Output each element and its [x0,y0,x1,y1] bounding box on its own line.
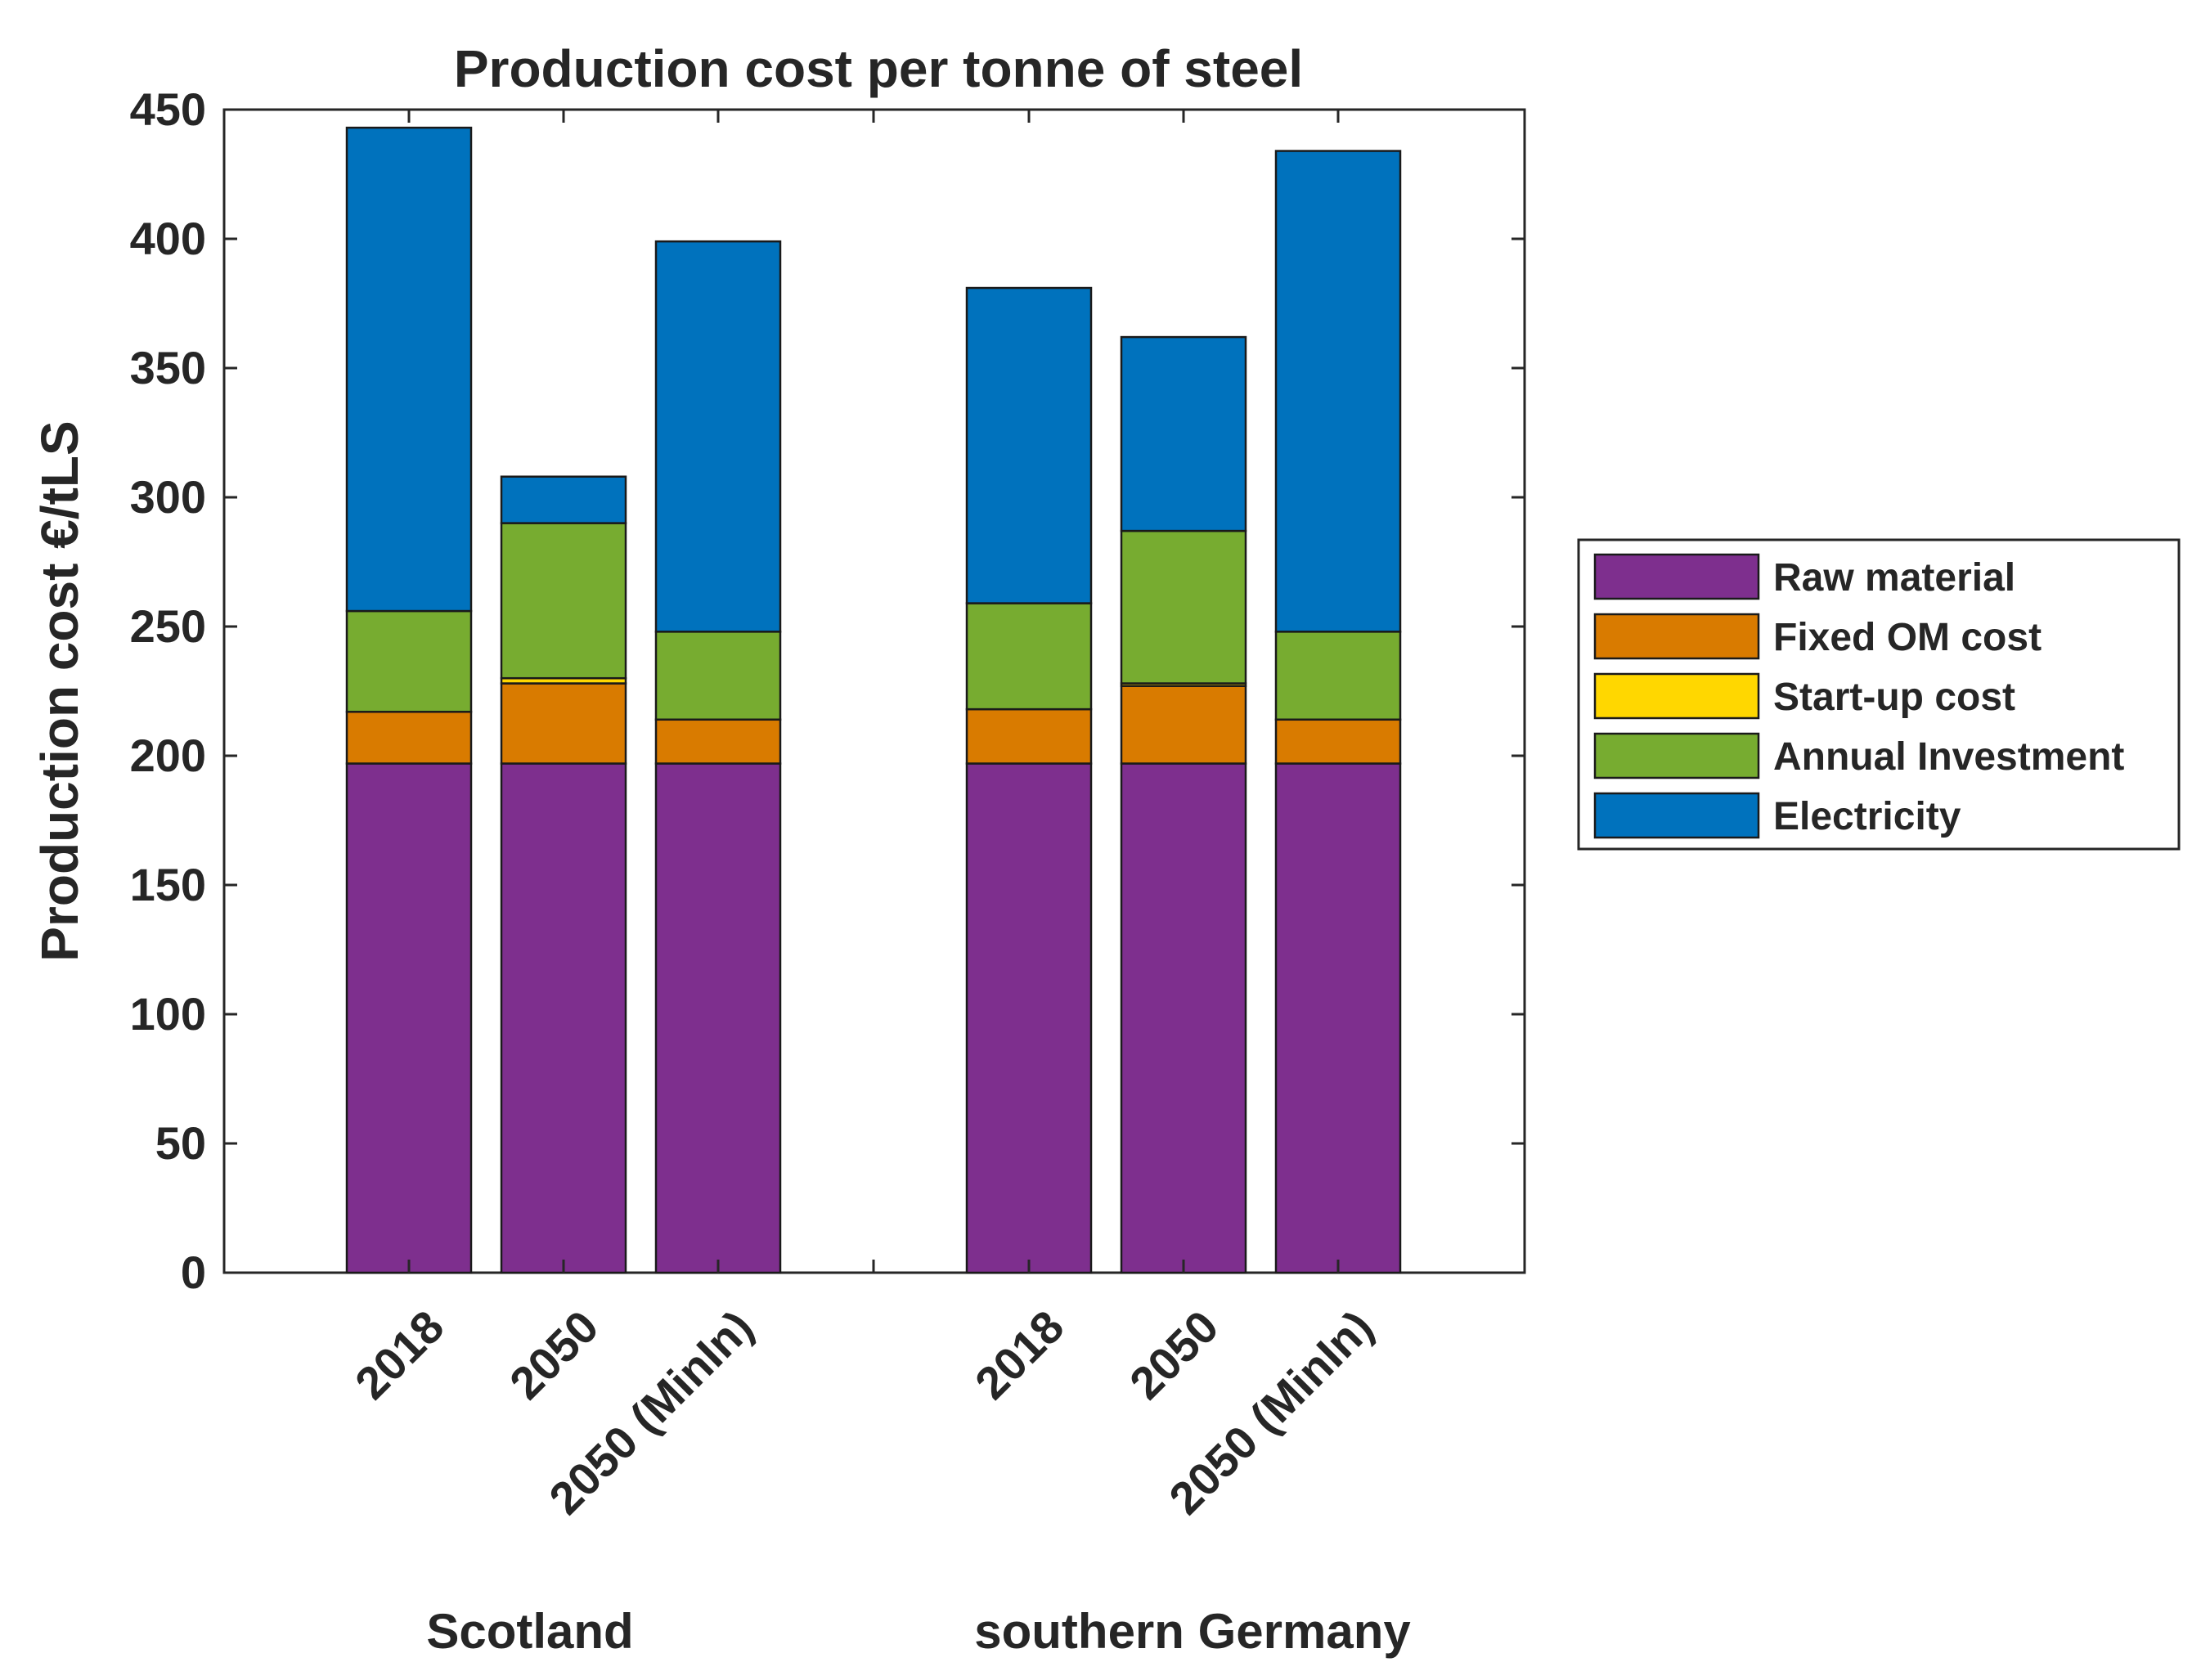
bar-segment-fixed-om-cost-5 [1120,685,1247,765]
bar-segment-electricity-5 [1120,335,1247,532]
legend-swatch-electricity [1593,792,1760,839]
x-tick-label-2: 2050 [500,1300,609,1409]
y-tick-label-0: 0 [181,1247,206,1298]
bar-segment-annual-investment-6 [1274,631,1402,721]
y-tick-label-300: 300 [130,471,206,523]
chart-title: Production cost per tonne of steel [454,39,1303,98]
bar-segment-electricity-2 [500,475,627,524]
y-tick-label-350: 350 [130,342,206,393]
group-label-scotland: Scotland [426,1604,633,1659]
bar-segment-annual-investment-3 [654,631,782,721]
bar-segment-electricity-3 [654,240,782,633]
bar-segment-annual-investment-2 [500,522,627,680]
bar-segment-fixed-om-cost-1 [345,711,473,765]
legend-label-electricity: Electricity [1773,795,1961,838]
legend-label-fixed-om-cost: Fixed OM cost [1773,616,2042,659]
y-tick-label-450: 450 [130,83,206,135]
x-tick-label-1: 2018 [345,1300,454,1409]
x-tick-label-5: 2050 [1120,1300,1229,1409]
bar-segment-electricity-4 [965,286,1093,604]
bar-segment-raw-material-3 [654,762,782,1274]
bar-segment-electricity-1 [345,126,473,613]
bar-segment-raw-material-5 [1120,762,1247,1274]
bar-segment-fixed-om-cost-6 [1274,718,1402,765]
legend-label-start-up-cost: Start-up cost [1773,676,2015,719]
bar-segment-raw-material-6 [1274,762,1402,1274]
y-tick-label-50: 50 [155,1117,206,1169]
legend-label-raw-material: Raw material [1773,556,2015,600]
legend-swatch-raw-material [1593,553,1760,600]
bar-segment-raw-material-1 [345,762,473,1274]
bar-segment-raw-material-2 [500,762,627,1274]
bar-segment-fixed-om-cost-4 [965,707,1093,765]
y-tick-label-100: 100 [130,988,206,1040]
bar-segment-raw-material-4 [965,762,1093,1274]
y-axis: 0 50 100 150 200 250 300 350 400 450 [130,83,1525,1298]
group-label-southern-germany: southern Germany [974,1604,1411,1659]
bar-segment-annual-investment-4 [965,602,1093,711]
y-tick-label-150: 150 [130,859,206,910]
bars [345,126,1402,1274]
x-tick-label-4: 2018 [965,1300,1074,1409]
legend-label-annual-investment: Annual Investment [1773,735,2124,779]
y-tick-label-250: 250 [130,600,206,652]
y-tick-label-200: 200 [130,730,206,781]
legend-swatch-annual-investment [1593,732,1760,779]
legend: Raw material Fixed OM cost Start-up cost An… [1577,538,2181,851]
bar-segment-fixed-om-cost-2 [500,682,627,765]
legend-swatch-start-up-cost [1593,672,1760,720]
legend-swatch-fixed-om-cost [1593,613,1760,660]
bar-segment-annual-investment-5 [1120,529,1247,685]
y-tick-label-400: 400 [130,213,206,264]
y-axis-label: Production cost €/tLS [30,420,89,961]
bar-segment-annual-investment-1 [345,609,473,713]
bar-segment-fixed-om-cost-3 [654,718,782,765]
bar-segment-electricity-6 [1274,150,1402,633]
